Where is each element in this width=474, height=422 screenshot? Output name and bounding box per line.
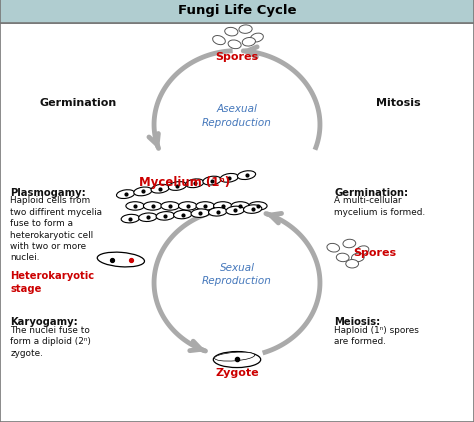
- Ellipse shape: [356, 246, 369, 254]
- Ellipse shape: [179, 202, 197, 210]
- Text: A multi-cellular
mycelium is formed.: A multi-cellular mycelium is formed.: [334, 196, 425, 216]
- Ellipse shape: [151, 184, 169, 193]
- Text: Germination:: Germination:: [334, 188, 408, 198]
- Ellipse shape: [220, 173, 238, 182]
- Ellipse shape: [186, 179, 204, 188]
- Ellipse shape: [215, 352, 255, 361]
- Ellipse shape: [203, 176, 221, 185]
- Ellipse shape: [121, 214, 139, 223]
- Ellipse shape: [97, 252, 145, 267]
- Text: Fungi Life Cycle: Fungi Life Cycle: [178, 5, 296, 17]
- Ellipse shape: [231, 202, 249, 210]
- Ellipse shape: [244, 205, 262, 214]
- FancyBboxPatch shape: [0, 0, 474, 23]
- Text: Asexual
Reproduction: Asexual Reproduction: [202, 105, 272, 127]
- Ellipse shape: [337, 253, 349, 262]
- Ellipse shape: [226, 206, 245, 215]
- Text: Spores: Spores: [216, 52, 258, 62]
- Ellipse shape: [168, 181, 187, 190]
- Ellipse shape: [228, 40, 241, 49]
- Ellipse shape: [214, 202, 232, 210]
- Text: Plasmogamy:: Plasmogamy:: [10, 188, 86, 198]
- Ellipse shape: [117, 190, 135, 198]
- Ellipse shape: [346, 260, 358, 268]
- Ellipse shape: [239, 25, 252, 33]
- Text: Karyogamy:: Karyogamy:: [10, 317, 78, 327]
- Text: Spores: Spores: [353, 248, 396, 258]
- Ellipse shape: [196, 202, 214, 210]
- Ellipse shape: [249, 202, 267, 210]
- Ellipse shape: [134, 187, 152, 196]
- Text: Meiosis:: Meiosis:: [334, 317, 381, 327]
- Text: Zygote: Zygote: [215, 368, 259, 378]
- Text: Mitosis: Mitosis: [376, 98, 420, 108]
- Ellipse shape: [191, 209, 210, 217]
- Ellipse shape: [237, 171, 255, 179]
- Ellipse shape: [250, 33, 264, 42]
- Ellipse shape: [161, 202, 179, 210]
- Ellipse shape: [209, 208, 227, 216]
- Ellipse shape: [327, 243, 339, 252]
- Ellipse shape: [138, 213, 157, 222]
- Ellipse shape: [225, 27, 238, 36]
- Text: Heterokaryotic
stage: Heterokaryotic stage: [10, 271, 94, 294]
- Ellipse shape: [156, 211, 174, 220]
- Text: The nuclei fuse to
form a diploid (2ⁿ)
zygote.: The nuclei fuse to form a diploid (2ⁿ) z…: [10, 326, 91, 358]
- Ellipse shape: [173, 210, 192, 219]
- Ellipse shape: [144, 202, 162, 210]
- Text: Haploid cells from
two diffirent mycelia
fuse to form a
heterokaryotic cell
with: Haploid cells from two diffirent mycelia…: [10, 196, 102, 262]
- Text: Sexual
Reproduction: Sexual Reproduction: [202, 263, 272, 286]
- Text: Mycelium (1ⁿ): Mycelium (1ⁿ): [139, 176, 230, 189]
- Ellipse shape: [126, 202, 144, 210]
- Text: Germination: Germination: [40, 98, 117, 108]
- Ellipse shape: [213, 35, 225, 45]
- Ellipse shape: [242, 38, 255, 46]
- Text: Haploid (1ⁿ) spores
are formed.: Haploid (1ⁿ) spores are formed.: [334, 326, 419, 346]
- FancyBboxPatch shape: [0, 23, 474, 422]
- Ellipse shape: [343, 239, 356, 248]
- Ellipse shape: [213, 352, 261, 368]
- Ellipse shape: [352, 253, 364, 262]
